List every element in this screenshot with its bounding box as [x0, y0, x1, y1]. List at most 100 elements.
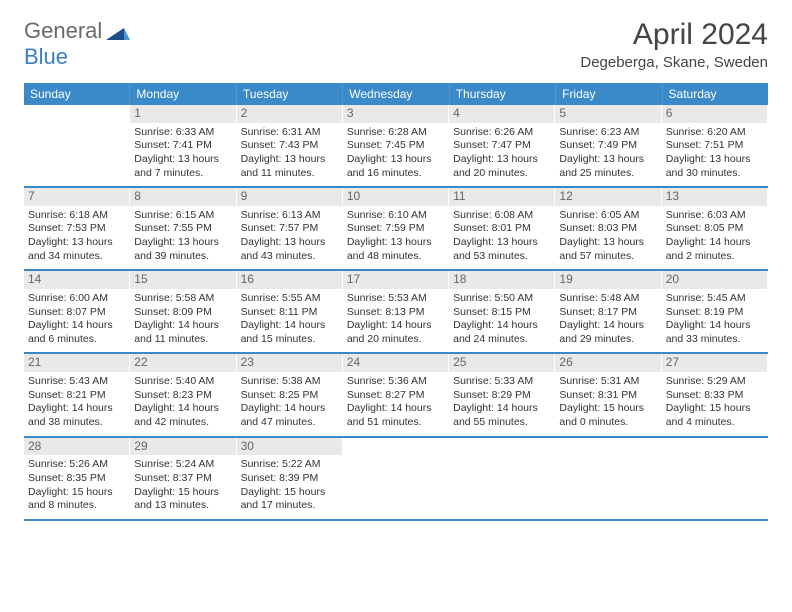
sunrise-text: Sunrise: 6:18 AM — [28, 209, 125, 223]
sunrise-text: Sunrise: 6:33 AM — [134, 126, 231, 140]
week-row: 7 Sunrise: 6:18 AMSunset: 7:53 PM Daylight… — [24, 188, 768, 271]
month-title: April 2024 — [580, 18, 768, 52]
day-number: 29 — [130, 438, 235, 456]
dow-wednesday: Wednesday — [343, 83, 449, 105]
sunset-text: Sunset: 7:59 PM — [347, 222, 444, 236]
logo: General — [24, 18, 130, 44]
day-cell: 19Sunrise: 5:48 AMSunset: 8:17 PMDayligh… — [555, 271, 661, 352]
sunset-text: Sunset: 8:35 PM — [28, 472, 125, 486]
day-cell: 28Sunrise: 5:26 AMSunset: 8:35 PMDayligh… — [24, 438, 130, 519]
day-number: 5 — [555, 105, 660, 123]
sunrise-text: Sunrise: 5:29 AM — [666, 375, 763, 389]
sunrise-text: Sunrise: 5:33 AM — [453, 375, 550, 389]
day-number: 14 — [24, 271, 129, 289]
sunset-text: Sunset: 7:55 PM — [134, 222, 231, 236]
day-cell: 24Sunrise: 5:36 AMSunset: 8:27 PMDayligh… — [343, 354, 449, 435]
day-cell: 22Sunrise: 5:40 AMSunset: 8:23 PMDayligh… — [130, 354, 236, 435]
daylight-text: Daylight: 15 hours and 0 minutes. — [559, 402, 656, 429]
sunrise-text: Sunrise: 5:55 AM — [241, 292, 338, 306]
sunset-text: Sunset: 7:45 PM — [347, 139, 444, 153]
sunset-text: Sunset: 8:07 PM — [28, 306, 125, 320]
sunrise-text: Sunrise: 5:24 AM — [134, 458, 231, 472]
sunset-text: Sunset: 8:09 PM — [134, 306, 231, 320]
daylight-text: Daylight: 13 hours and 25 minutes. — [559, 153, 656, 180]
sunset-text: Sunset: 7:41 PM — [134, 139, 231, 153]
sunrise-text: Sunrise: 5:40 AM — [134, 375, 231, 389]
location-label: Degeberga, Skane, Sweden — [580, 54, 768, 71]
day-number: 16 — [237, 271, 342, 289]
daylight-text: Daylight: 13 hours and 53 minutes. — [453, 236, 550, 263]
dow-tuesday: Tuesday — [237, 83, 343, 105]
day-number: 7 — [24, 188, 129, 206]
daylight-text: Daylight: 14 hours and 51 minutes. — [347, 402, 444, 429]
day-cell: 27Sunrise: 5:29 AMSunset: 8:33 PMDayligh… — [662, 354, 768, 435]
sunset-text: Sunset: 7:47 PM — [453, 139, 550, 153]
sunset-text: Sunset: 8:19 PM — [666, 306, 763, 320]
daylight-text: Daylight: 14 hours and 29 minutes. — [559, 319, 656, 346]
day-number: 26 — [555, 354, 660, 372]
sunset-text: Sunset: 8:39 PM — [241, 472, 338, 486]
daylight-text: Daylight: 14 hours and 33 minutes. — [666, 319, 763, 346]
sunset-text: Sunset: 8:37 PM — [134, 472, 231, 486]
daylight-text: Daylight: 13 hours and 11 minutes. — [241, 153, 338, 180]
sunrise-text: Sunrise: 6:00 AM — [28, 292, 125, 306]
day-cell: 18Sunrise: 5:50 AMSunset: 8:15 PMDayligh… — [449, 271, 555, 352]
logo-text-blue: Blue — [24, 44, 68, 69]
day-cell: . — [555, 438, 661, 519]
sunrise-text: Sunrise: 6:28 AM — [347, 126, 444, 140]
day-cell: 2Sunrise: 6:31 AMSunset: 7:43 PMDaylight… — [237, 105, 343, 186]
day-cell: 8Sunrise: 6:15 AMSunset: 7:55 PMDaylight… — [130, 188, 236, 269]
day-number: 9 — [237, 188, 342, 206]
day-number: 8 — [130, 188, 235, 206]
day-number: 11 — [449, 188, 554, 206]
sunrise-text: Sunrise: 6:15 AM — [134, 209, 231, 223]
daylight-text: Daylight: 13 hours and 7 minutes. — [134, 153, 231, 180]
day-number: 6 — [662, 105, 767, 123]
daylight-text: Daylight: 14 hours and 24 minutes. — [453, 319, 550, 346]
sunrise-text: Sunrise: 5:58 AM — [134, 292, 231, 306]
sunrise-text: Sunrise: 6:05 AM — [559, 209, 656, 223]
sunset-text: Sunset: 8:13 PM — [347, 306, 444, 320]
day-cell: 25Sunrise: 5:33 AMSunset: 8:29 PMDayligh… — [449, 354, 555, 435]
day-cell: 14Sunrise: 6:00 AMSunset: 8:07 PMDayligh… — [24, 271, 130, 352]
daylight-text: Daylight: 14 hours and 15 minutes. — [241, 319, 338, 346]
day-number: 23 — [237, 354, 342, 372]
sunset-text: Sunset: 7:53 PM — [28, 222, 125, 236]
sunrise-text: Sunrise: 5:43 AM — [28, 375, 125, 389]
day-number: 24 — [343, 354, 448, 372]
day-cell: 23Sunrise: 5:38 AMSunset: 8:25 PMDayligh… — [237, 354, 343, 435]
day-number: 25 — [449, 354, 554, 372]
day-number: 30 — [237, 438, 342, 456]
day-number: 21 — [24, 354, 129, 372]
day-cell: 3Sunrise: 6:28 AMSunset: 7:45 PMDaylight… — [343, 105, 449, 186]
day-number: 3 — [343, 105, 448, 123]
day-number: 20 — [662, 271, 767, 289]
sunrise-text: Sunrise: 6:20 AM — [666, 126, 763, 140]
sunrise-text: Sunrise: 5:26 AM — [28, 458, 125, 472]
sunrise-text: Sunrise: 6:03 AM — [666, 209, 763, 223]
day-cell: 16Sunrise: 5:55 AMSunset: 8:11 PMDayligh… — [237, 271, 343, 352]
sunrise-text: Sunrise: 6:31 AM — [241, 126, 338, 140]
day-cell: 12Sunrise: 6:05 AMSunset: 8:03 PMDayligh… — [555, 188, 661, 269]
sunrise-text: Sunrise: 6:08 AM — [453, 209, 550, 223]
daylight-text: Daylight: 14 hours and 42 minutes. — [134, 402, 231, 429]
sunset-text: Sunset: 8:21 PM — [28, 389, 125, 403]
sunset-text: Sunset: 8:25 PM — [241, 389, 338, 403]
title-block: April 2024 Degeberga, Skane, Sweden — [580, 18, 768, 71]
daylight-text: Daylight: 14 hours and 55 minutes. — [453, 402, 550, 429]
day-number: 28 — [24, 438, 129, 456]
daylight-text: Daylight: 14 hours and 47 minutes. — [241, 402, 338, 429]
sunset-text: Sunset: 8:31 PM — [559, 389, 656, 403]
daylight-text: Daylight: 15 hours and 13 minutes. — [134, 486, 231, 513]
sunrise-text: Sunrise: 5:48 AM — [559, 292, 656, 306]
day-number: 27 — [662, 354, 767, 372]
dow-header-row: Sunday Monday Tuesday Wednesday Thursday… — [24, 83, 768, 105]
sunset-text: Sunset: 8:23 PM — [134, 389, 231, 403]
daylight-text: Daylight: 13 hours and 57 minutes. — [559, 236, 656, 263]
day-cell: 26Sunrise: 5:31 AMSunset: 8:31 PMDayligh… — [555, 354, 661, 435]
day-cell: 13Sunrise: 6:03 AMSunset: 8:05 PMDayligh… — [662, 188, 768, 269]
dow-monday: Monday — [130, 83, 236, 105]
daylight-text: Daylight: 13 hours and 48 minutes. — [347, 236, 444, 263]
day-cell: 15Sunrise: 5:58 AMSunset: 8:09 PMDayligh… — [130, 271, 236, 352]
sunrise-text: Sunrise: 6:10 AM — [347, 209, 444, 223]
